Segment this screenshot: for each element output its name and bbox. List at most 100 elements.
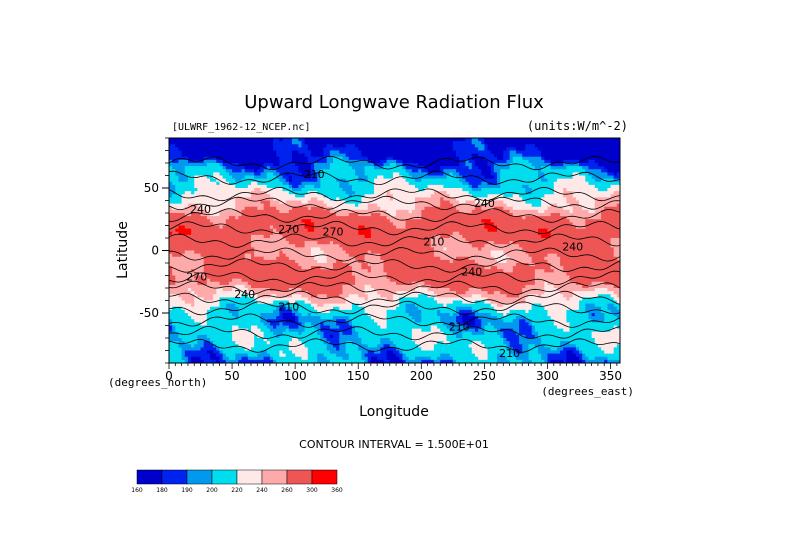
heatmap-cell <box>515 197 520 202</box>
heatmap-cell <box>607 150 612 155</box>
heatmap-cell <box>392 188 397 192</box>
heatmap-cell <box>610 213 615 217</box>
heatmap-cell <box>194 141 198 145</box>
heatmap-cell <box>194 147 198 152</box>
heatmap-cell <box>411 144 416 148</box>
heatmap-cell <box>238 216 243 220</box>
heatmap-cell <box>169 213 173 217</box>
heatmap-cell <box>257 156 262 161</box>
heatmap-cell <box>497 184 501 189</box>
heatmap-cell <box>487 138 492 142</box>
heatmap-cell <box>191 219 195 223</box>
heatmap-cell <box>534 206 539 211</box>
heatmap-cell <box>355 219 359 223</box>
heatmap-cell <box>386 225 391 230</box>
heatmap-cell <box>317 150 321 155</box>
heatmap-cell <box>235 138 239 142</box>
heatmap-cell <box>216 188 221 192</box>
heatmap-cell <box>560 184 564 189</box>
heatmap-cell <box>515 144 520 148</box>
heatmap-cell <box>471 150 476 155</box>
heatmap-cell <box>191 222 195 227</box>
heatmap-cell <box>288 234 293 239</box>
heatmap-cell <box>172 144 176 148</box>
heatmap-cell <box>317 144 321 148</box>
heatmap-cell <box>550 153 555 158</box>
heatmap-cell <box>175 228 180 233</box>
heatmap-cell <box>509 209 514 214</box>
heatmap-cell <box>512 156 517 161</box>
heatmap-cell <box>282 213 287 217</box>
heatmap-cell <box>392 166 397 170</box>
heatmap-cell <box>459 225 463 230</box>
heatmap-cell <box>547 203 552 208</box>
heatmap-cell <box>380 238 385 242</box>
heatmap-cell <box>433 225 438 230</box>
heatmap-cell <box>358 234 362 239</box>
heatmap-cell <box>452 156 457 161</box>
heatmap-cell <box>342 206 347 211</box>
heatmap-cell <box>367 150 372 155</box>
heatmap-cell <box>392 244 397 248</box>
heatmap-cell <box>512 144 517 148</box>
heatmap-cell <box>213 234 217 239</box>
heatmap-cell <box>515 200 520 205</box>
heatmap-cell <box>468 178 473 183</box>
heatmap-cell <box>386 159 391 164</box>
heatmap-cell <box>244 191 249 195</box>
heatmap-cell <box>389 184 394 189</box>
heatmap-cell <box>181 241 186 245</box>
heatmap-cell <box>241 225 246 230</box>
heatmap-cell <box>396 197 400 202</box>
heatmap-cell <box>380 216 385 220</box>
heatmap-cell <box>370 203 375 208</box>
heatmap-cell <box>263 156 268 161</box>
heatmap-cell <box>169 244 173 248</box>
heatmap-cell <box>295 169 299 173</box>
heatmap-cell <box>301 238 306 242</box>
heatmap-cell <box>260 141 265 145</box>
heatmap-cell <box>553 175 558 180</box>
heatmap-cell <box>263 141 268 145</box>
heatmap-cell <box>345 184 350 189</box>
heatmap-cell <box>241 144 246 148</box>
heatmap-cell <box>333 138 337 142</box>
heatmap-cell <box>244 172 249 177</box>
heatmap-cell <box>437 178 441 183</box>
heatmap-cell <box>276 178 280 183</box>
heatmap-cell <box>560 159 564 164</box>
heatmap-cell <box>260 150 265 155</box>
heatmap-cell <box>314 225 318 230</box>
heatmap-cell <box>333 141 337 145</box>
heatmap-cell <box>487 194 492 198</box>
heatmap-cell <box>339 153 344 158</box>
heatmap-cell <box>462 138 467 142</box>
heatmap-cell <box>481 200 485 205</box>
heatmap-cell <box>247 156 252 161</box>
heatmap-cell <box>544 166 549 170</box>
heatmap-cell <box>556 213 561 217</box>
heatmap-cell <box>493 147 498 152</box>
heatmap-cell <box>288 163 293 167</box>
heatmap-cell <box>575 231 580 236</box>
heatmap-cell <box>203 147 208 152</box>
heatmap-cell <box>541 163 545 167</box>
heatmap-cell <box>320 206 325 211</box>
heatmap-cell <box>497 203 501 208</box>
heatmap-cell <box>339 197 344 202</box>
heatmap-cell <box>336 153 340 158</box>
heatmap-cell <box>222 163 227 167</box>
heatmap-cell <box>383 175 388 180</box>
heatmap-cell <box>487 231 492 236</box>
heatmap-cell <box>547 138 552 142</box>
heatmap-cell <box>329 234 334 239</box>
heatmap-cell <box>228 141 233 145</box>
heatmap-cell <box>474 231 479 236</box>
heatmap-cell <box>392 209 397 214</box>
heatmap-cell <box>247 144 252 148</box>
heatmap-cell <box>374 153 378 158</box>
heatmap-cell <box>440 172 444 177</box>
heatmap-cell <box>538 238 542 242</box>
heatmap-cell <box>493 219 498 223</box>
heatmap-cell <box>591 219 596 223</box>
